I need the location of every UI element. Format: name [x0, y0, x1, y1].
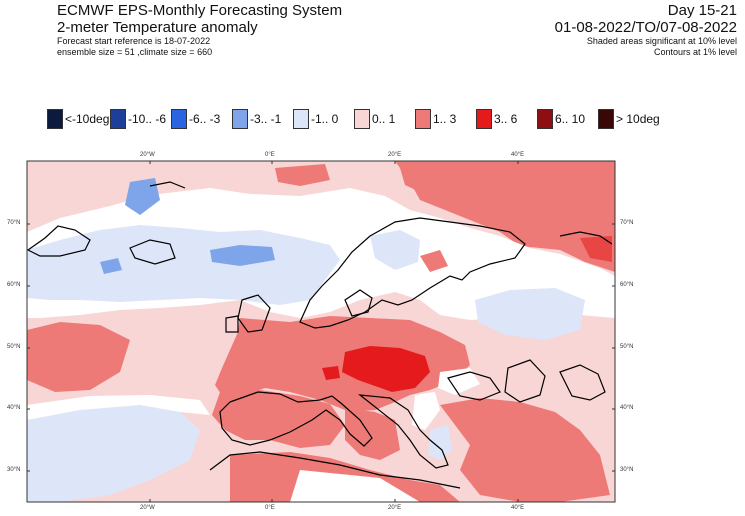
legend-swatch: [537, 109, 553, 129]
coast-north-africa: [209, 451, 461, 489]
lat-label-left: 40°N: [7, 405, 21, 411]
legend-swatch: [232, 109, 248, 129]
anomaly-region: [400, 165, 445, 192]
lon-label-bottom: 0°E: [265, 505, 275, 511]
lon-label-top: 0°E: [265, 152, 275, 158]
map-ticks: [27, 161, 615, 502]
lon-label-bottom: 20°E: [388, 505, 402, 511]
anomaly-region: [210, 245, 275, 266]
legend-label: -1.. 0: [311, 112, 339, 126]
ensemble-size: ensemble size = 51 ,climate size = 660: [57, 47, 213, 57]
anomaly-region: [27, 405, 200, 502]
product-title: 2-meter Temperature anomaly: [57, 19, 258, 36]
shaded-note: Shaded areas significant at 10% level: [586, 36, 737, 46]
anomaly-region: [275, 164, 330, 186]
anomaly-region: [290, 470, 420, 502]
lat-label-left: 50°N: [7, 344, 21, 350]
map-field: [27, 161, 615, 502]
legend-label: -6.. -3: [189, 112, 221, 126]
anomaly-region: [428, 425, 452, 460]
coast-balkans: [358, 394, 449, 469]
legend-label: 0.. 1: [372, 112, 396, 126]
legend-swatch: [171, 109, 187, 129]
legend-swatch: [415, 109, 431, 129]
coast-iberia-italy: [219, 391, 373, 447]
anomaly-region: [580, 236, 612, 262]
legend-swatch: [293, 109, 309, 129]
valid-range: 01-08-2022/TO/07-08-2022: [554, 19, 737, 36]
legend-label: -10.. -6: [128, 112, 167, 126]
legend-label: 1.. 3: [433, 112, 457, 126]
anomaly-region: [345, 408, 400, 460]
lat-label-right: 50°N: [620, 344, 634, 350]
lon-label-top: 40°E: [511, 152, 525, 158]
legend-label: -3.. -1: [250, 112, 282, 126]
legend-label: 3.. 6: [494, 112, 518, 126]
anomaly-region: [395, 161, 615, 272]
anomaly-region: [440, 398, 610, 502]
anomaly-region: [438, 368, 480, 395]
lat-label-left: 30°N: [7, 467, 21, 473]
anomaly-hot-core: [342, 346, 430, 392]
lat-label-right: 30°N: [620, 467, 634, 473]
coast-scandinavia: [299, 217, 526, 329]
lat-label-left: 60°N: [7, 282, 21, 288]
coast-aral: [559, 364, 606, 401]
legend-swatch: [47, 109, 63, 129]
legend-swatch: [598, 109, 614, 129]
anomaly-region: [27, 322, 130, 392]
legend-swatch: [110, 109, 126, 129]
anomaly-region: [420, 250, 448, 272]
legend-label: > 10deg: [616, 112, 660, 126]
anomaly-region: [475, 288, 585, 340]
anomaly-region: [27, 395, 210, 420]
system-title: ECMWF EPS-Monthly Forecasting System: [57, 2, 343, 19]
anomaly-region: [412, 392, 440, 430]
coast-caspian: [504, 359, 546, 403]
coast-greenland-tip: [27, 225, 91, 257]
coast-black-sea: [447, 371, 501, 401]
lat-label-right: 70°N: [620, 220, 634, 226]
lat-label-left: 70°N: [7, 220, 21, 226]
legend-label: <-10deg: [65, 112, 110, 126]
coastlines: [27, 181, 613, 489]
coast-denmark: [344, 289, 373, 317]
coast-arctic: [559, 231, 613, 245]
map-frame: [26, 160, 616, 503]
lon-label-bottom: 20°W: [140, 505, 155, 511]
coast-ireland: [225, 315, 239, 333]
anomaly-region: [370, 230, 420, 270]
day-range: Day 15-21: [667, 2, 737, 19]
header-left: ECMWF EPS-Monthly Forecasting System 2-m…: [57, 2, 397, 58]
contours-note: Contours at 1% level: [653, 47, 737, 57]
anomaly-region: [100, 258, 122, 274]
header-right: Day 15-21 01-08-2022/TO/07-08-2022 Shade…: [477, 2, 737, 58]
lon-label-top: 20°E: [388, 152, 402, 158]
lon-label-top: 20°W: [140, 152, 155, 158]
anomaly-region: [212, 390, 345, 448]
anomaly-hot-core: [322, 366, 340, 380]
coast-greenland-east: [149, 181, 186, 189]
legend-swatch: [354, 109, 370, 129]
anomaly-region: [27, 225, 340, 305]
lon-label-bottom: 40°E: [511, 505, 525, 511]
lat-label-right: 60°N: [620, 282, 634, 288]
legend-swatch: [476, 109, 492, 129]
lat-label-right: 40°N: [620, 405, 634, 411]
forecast-start-reference: Forecast start reference is 18-07-2022: [57, 36, 211, 46]
coast-iceland: [129, 239, 176, 265]
anomaly-region: [125, 178, 160, 215]
legend-label: 6.. 10: [555, 112, 586, 126]
